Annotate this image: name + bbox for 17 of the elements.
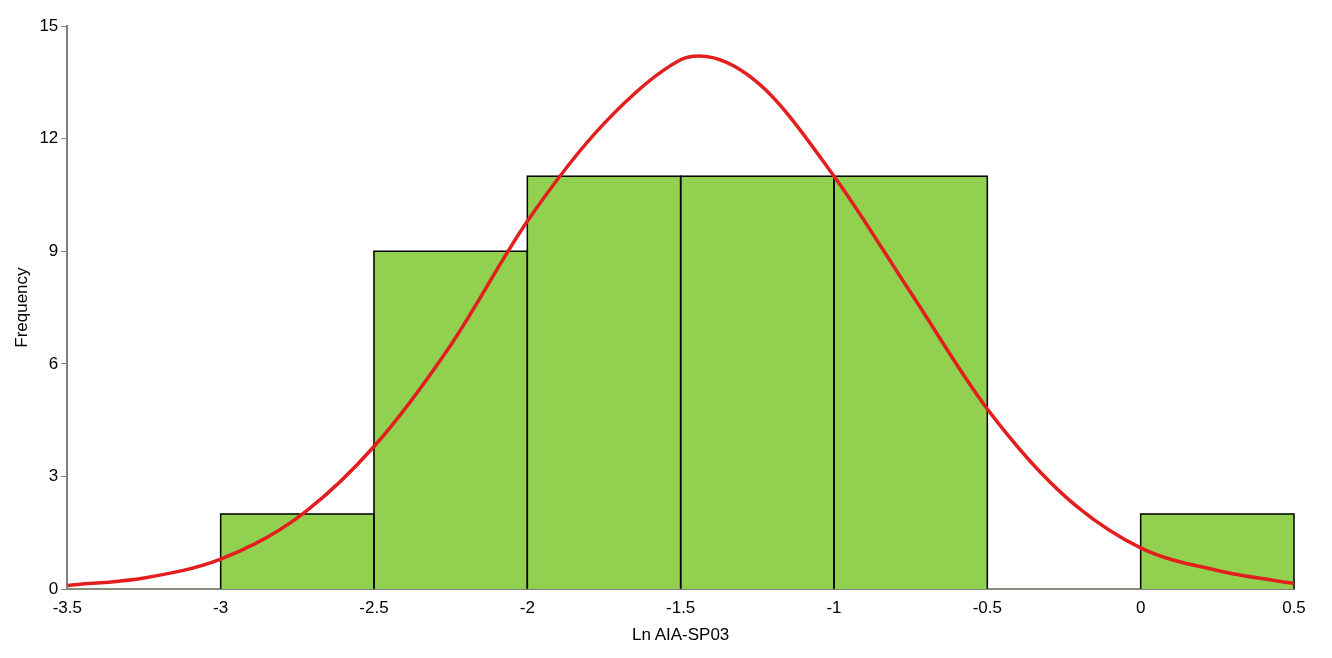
y-tick-label: 15	[39, 15, 59, 35]
x-tick-label: -1.5	[666, 598, 696, 618]
x-tick-label: -1	[826, 598, 842, 618]
x-tick-label: -2.5	[359, 598, 389, 618]
x-axis-title: Ln AIA-SP03	[631, 625, 730, 645]
x-tick-label: -3	[213, 598, 229, 618]
x-tick-label: -0.5	[972, 598, 1002, 618]
y-tick-label: 6	[48, 353, 59, 373]
y-tick-label: 9	[48, 240, 59, 260]
x-tick-label: 0	[1135, 598, 1146, 618]
y-tick-label: 3	[48, 466, 59, 486]
x-tick-label: 0.5	[1282, 598, 1306, 618]
x-tick-label: -2	[519, 598, 535, 618]
y-axis-title: Frequency	[11, 266, 31, 348]
x-tick-label: -3.5	[52, 598, 82, 618]
y-tick-label: 0	[48, 578, 59, 598]
y-tick-label: 12	[39, 128, 59, 148]
